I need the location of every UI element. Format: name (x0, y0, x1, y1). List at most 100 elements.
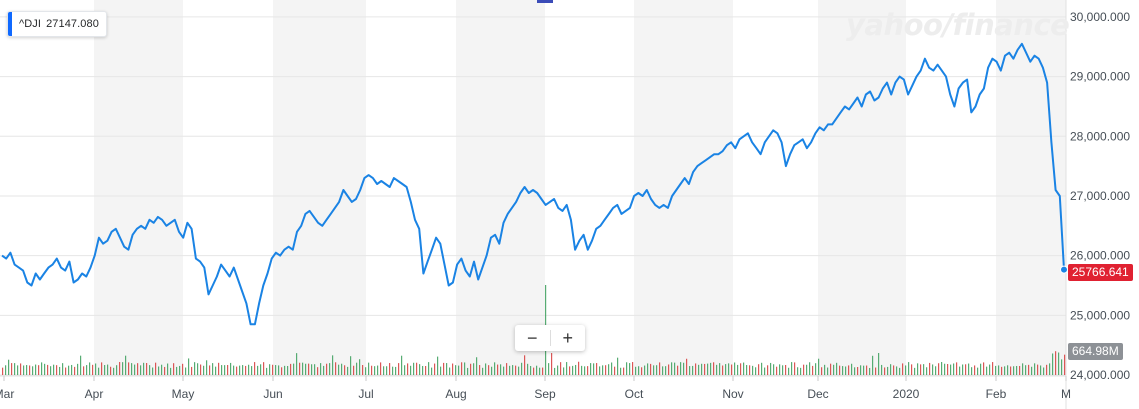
volume-bar (221, 365, 223, 375)
volume-bar (866, 365, 868, 375)
volume-bar (338, 364, 340, 375)
legend-box: ^DJI 27147.080 (7, 11, 107, 37)
volume-bar (950, 364, 952, 375)
volume-bar (1040, 365, 1042, 375)
volume-bar (347, 366, 349, 375)
range-handle[interactable] (537, 0, 553, 3)
volume-bar (551, 353, 553, 375)
volume-bar (728, 363, 730, 375)
volume-bar (482, 367, 484, 375)
volume-bar (260, 364, 262, 375)
volume-bar (935, 366, 937, 375)
volume-bar (419, 364, 421, 375)
volume-bar (239, 365, 241, 375)
legend-symbol: ^DJI (19, 18, 42, 30)
volume-bar (1037, 364, 1039, 375)
volume-bar (830, 363, 832, 375)
zoom-controls: − + (515, 325, 585, 351)
volume-bar (158, 366, 160, 375)
y-tick-label: 29,000.000 (1070, 70, 1130, 84)
volume-bar (407, 363, 409, 375)
volume-bar (263, 362, 265, 375)
volume-bar (92, 364, 94, 375)
volume-bar (884, 367, 886, 375)
volume-bar (23, 365, 25, 375)
y-tick-label: 26,000.000 (1070, 249, 1130, 263)
volume-bar (410, 365, 412, 375)
volume-bar (716, 364, 718, 375)
zoom-out-button[interactable]: − (526, 328, 538, 348)
volume-bar (554, 367, 556, 375)
x-tick-label: Sep (534, 387, 556, 401)
volume-bar (746, 365, 748, 375)
volume-bar (845, 366, 847, 375)
volume-bar (905, 365, 907, 375)
volume-bar (1034, 363, 1036, 375)
volume-bar (908, 362, 910, 375)
volume-bar (314, 364, 316, 375)
volume-bar (143, 362, 145, 375)
volume-bar (164, 366, 166, 375)
volume-bar (62, 363, 64, 375)
month-band (996, 0, 1066, 375)
volume-bar (539, 367, 541, 375)
volume-bar (320, 363, 322, 375)
zoom-in-button[interactable]: + (562, 328, 573, 348)
volume-bar (656, 365, 658, 375)
volume-bar (776, 366, 778, 375)
volume-bar (356, 362, 358, 375)
volume-bar (227, 365, 229, 375)
volume-bar (80, 355, 82, 375)
volume-bar (269, 364, 271, 375)
volume-bar (416, 362, 418, 375)
volume-bar (803, 364, 805, 375)
legend-value: 27147.080 (46, 18, 99, 30)
volume-bar (521, 362, 523, 375)
volume-bar (581, 365, 583, 375)
volume-bar (536, 365, 538, 375)
month-band (94, 0, 183, 375)
volume-bar (686, 358, 688, 375)
volume-bar (638, 366, 640, 375)
volume-bar (299, 362, 301, 375)
volume-bar (284, 365, 286, 375)
volume-bar (377, 365, 379, 375)
volume-bar (599, 366, 601, 375)
x-tick-label: Dec (807, 387, 828, 401)
volume-bar (722, 365, 724, 375)
volume-bar (464, 362, 466, 375)
volume-bar (1022, 363, 1024, 375)
x-tick-label: Apr (85, 387, 104, 401)
volume-bar (983, 362, 985, 375)
volume-bar (161, 364, 163, 375)
volume-bar (1001, 366, 1003, 375)
volume-bar (5, 365, 7, 375)
volume-bar (653, 365, 655, 375)
volume-bar (1058, 352, 1060, 375)
volume-bar (119, 362, 121, 375)
volume-bar (461, 362, 463, 375)
volume-bar (917, 363, 919, 375)
volume-bar (506, 363, 508, 375)
volume-bar (779, 364, 781, 375)
volume-bar (395, 366, 397, 375)
volume-bar (374, 366, 376, 375)
volume-bar (788, 367, 790, 375)
volume-bar (1055, 351, 1057, 375)
volume-bar (47, 364, 49, 375)
volume-bar (56, 365, 58, 375)
volume-bar (437, 356, 439, 375)
volume-bar (365, 367, 367, 375)
volume-bar (392, 366, 394, 375)
volume-bar (878, 353, 880, 375)
volume-bar (287, 365, 289, 375)
volume-bar (560, 362, 562, 375)
volume-bar (605, 365, 607, 375)
volume-bar (371, 365, 373, 375)
volume-bar (332, 355, 334, 375)
y-tick-label: 25,000.000 (1070, 308, 1130, 322)
volume-bar (749, 365, 751, 375)
volume-bar (890, 364, 892, 375)
volume-bar (524, 355, 526, 375)
